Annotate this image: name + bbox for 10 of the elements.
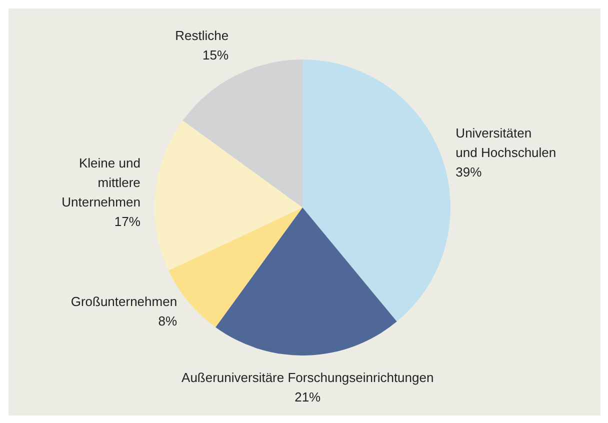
slice-label: Außeruniversitäre Forschungseinrichtungen — [182, 370, 434, 386]
data-label: 8% — [158, 314, 178, 329]
data-label: 21% — [294, 390, 322, 405]
data-label: 15% — [202, 47, 230, 62]
slice-label: Großunternehmen — [70, 294, 178, 310]
data-label: 17% — [114, 214, 141, 229]
slice-label: Universitäten und Hochschulen — [456, 125, 556, 160]
data-label: 39% — [456, 164, 482, 180]
slice-label: Kleine und mittlere Unternehmen — [62, 155, 140, 210]
slice-label: Restliche — [175, 28, 229, 43]
